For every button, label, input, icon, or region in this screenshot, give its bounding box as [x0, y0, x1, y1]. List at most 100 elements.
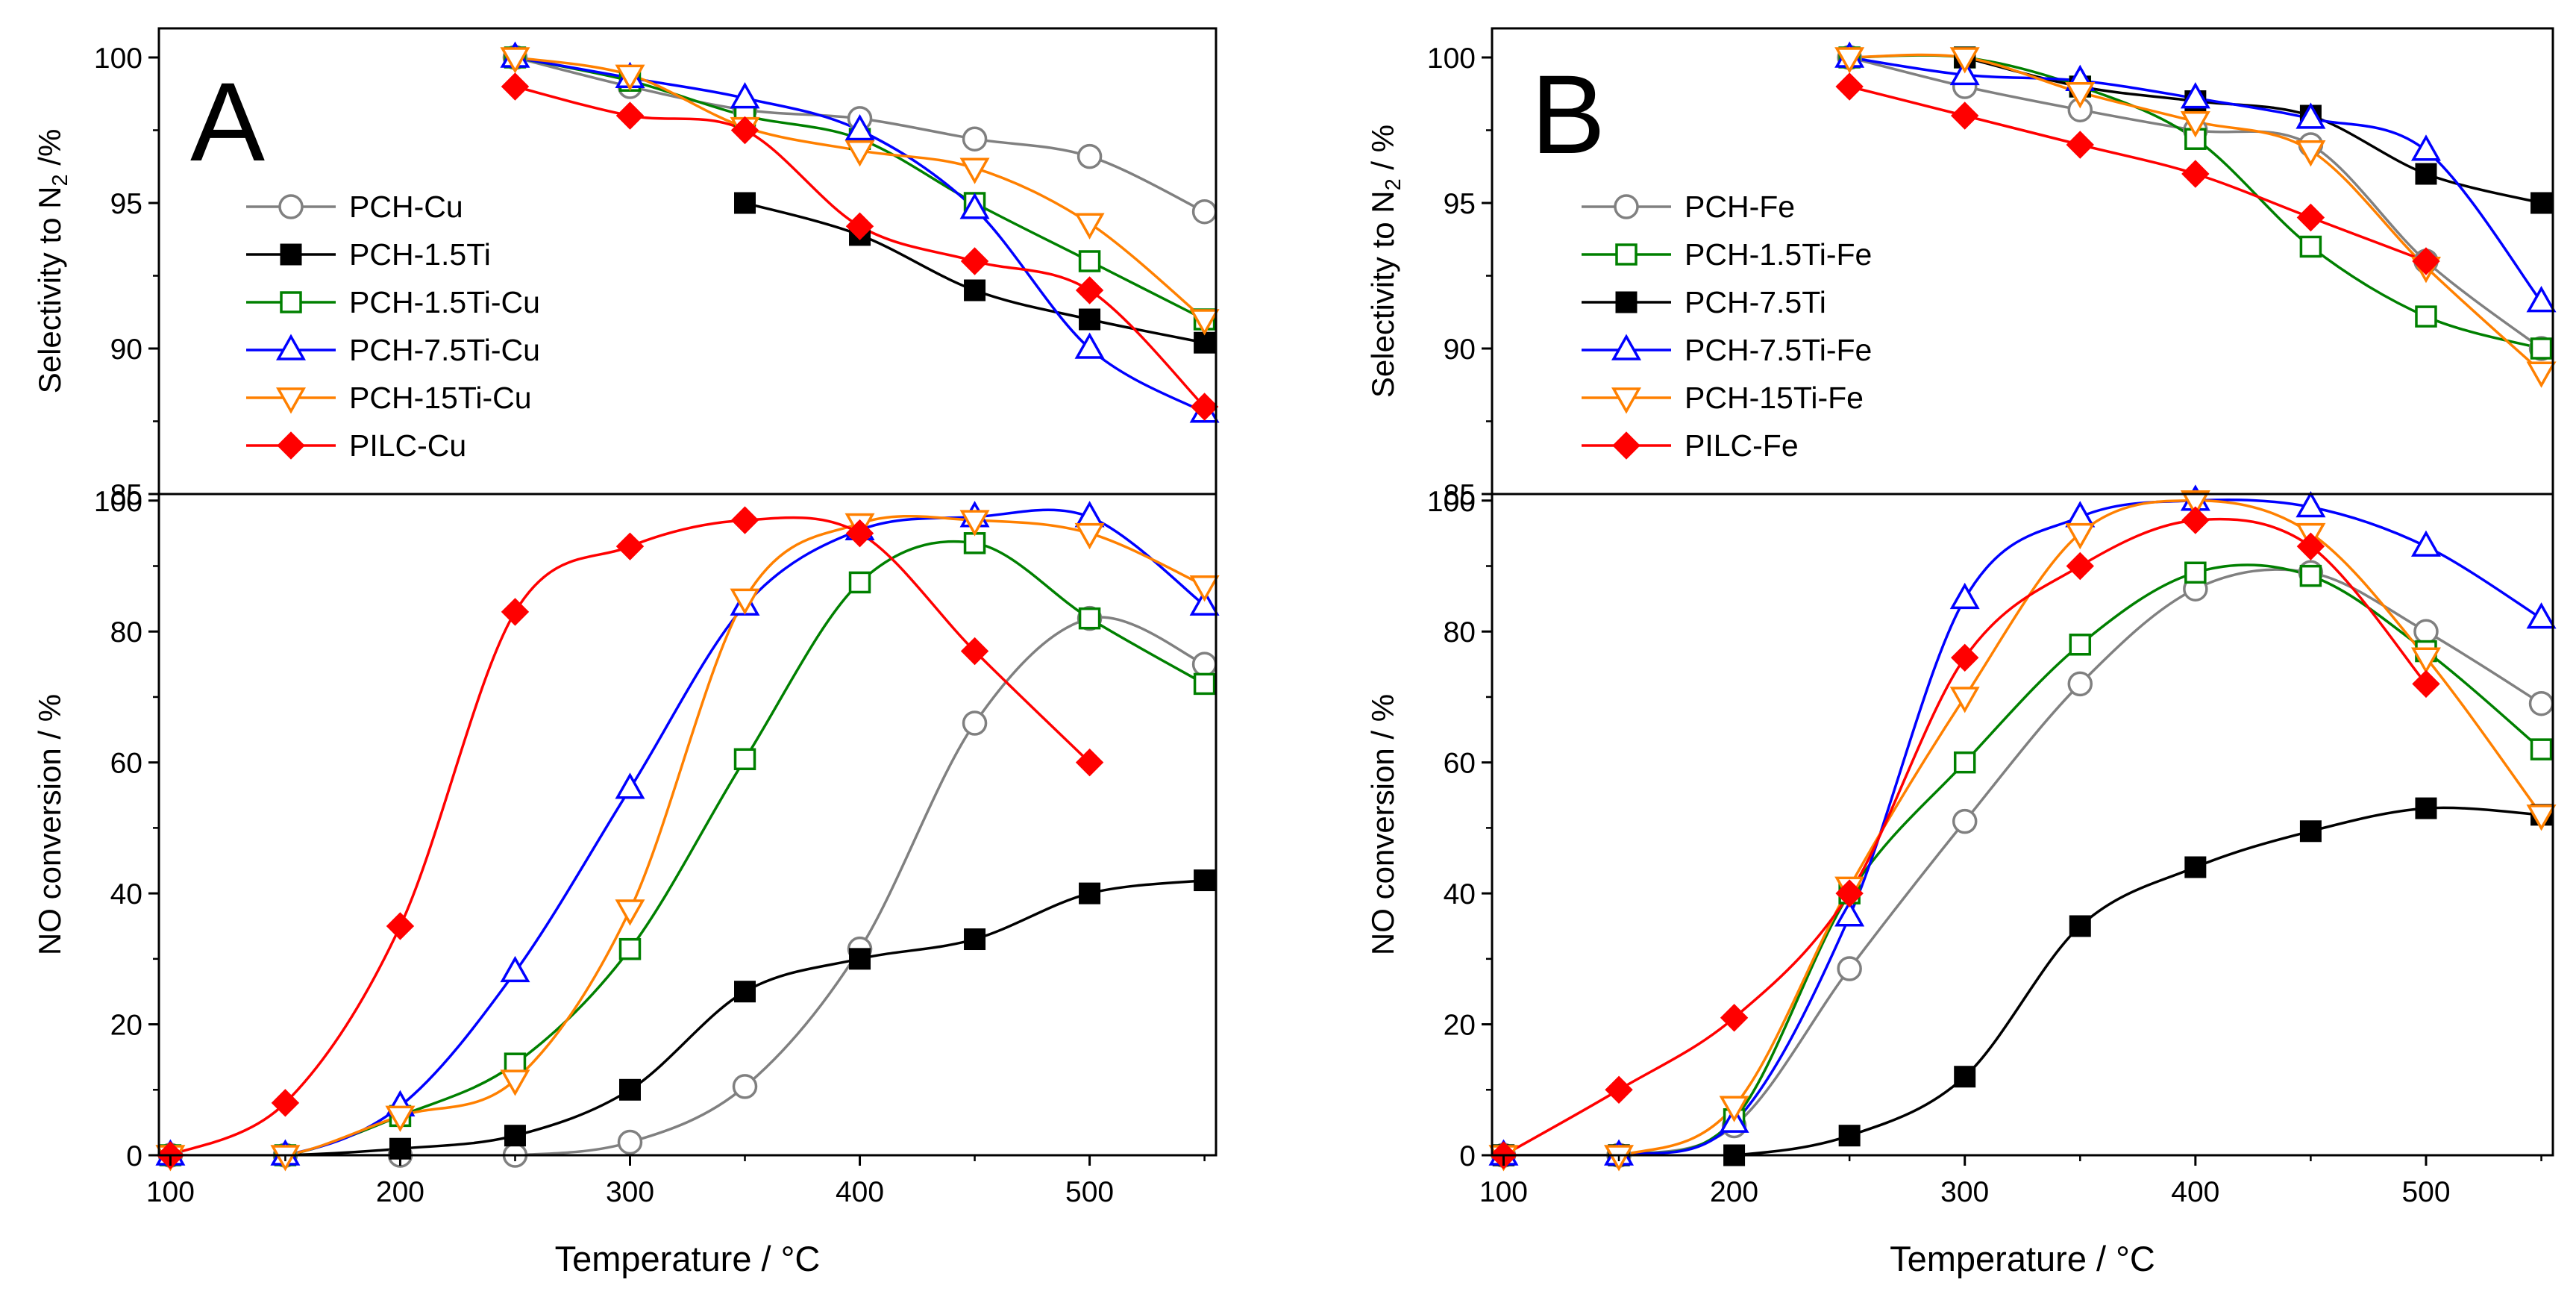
data-point [2299, 564, 2322, 587]
data-point [1191, 652, 1218, 677]
axis-label-text: Selectivity to N [1365, 190, 1400, 398]
conversion-axis-label: NO conversion / % [32, 694, 67, 955]
series-markers-pch-1-5ti-cu [504, 46, 1216, 331]
data-point [2184, 856, 2207, 878]
y-tick-label: 85 [110, 479, 142, 511]
legend-entry-pch-7-5ti-cu: PCH-7.5Ti-Cu [246, 333, 540, 367]
series-line-pch-15ti-cu [515, 56, 1206, 321]
data-point [1193, 672, 1216, 696]
y-tick-label: 20 [1444, 1010, 1476, 1042]
data-point [2410, 530, 2441, 557]
series-line-pch-1-5ti [170, 878, 1205, 1155]
selectivity-axis-label: Selectivity to N2 / % [1365, 125, 1405, 398]
data-point [2181, 160, 2210, 188]
data-point [845, 212, 874, 240]
selectivity-plot: 85 90 95 100 Selectivity to N2 / % [1365, 41, 2557, 511]
x-tick-label: 200 [1710, 1176, 1758, 1208]
legend-entry-pilc-cu: PILC-Cu [246, 428, 466, 463]
y-tick-label: 95 [110, 188, 142, 220]
data-point [617, 1129, 643, 1155]
data-point [964, 279, 986, 301]
data-point [2415, 797, 2437, 819]
y-tick-label: 95 [1444, 188, 1476, 220]
conversion-plot: 0 20 40 60 80 100 NO conversion / % [1365, 484, 2557, 1172]
data-point [1190, 393, 1219, 421]
data-point [1837, 956, 1862, 981]
data-point [962, 126, 988, 151]
data-point [2415, 163, 2437, 185]
data-point [1191, 199, 1218, 225]
legend-marker [280, 291, 302, 313]
plot-frame [1491, 27, 2554, 1157]
data-point [1194, 869, 1216, 892]
data-point [2530, 192, 2553, 214]
data-point [2299, 235, 2322, 258]
data-point [2410, 647, 2441, 674]
data-point [2415, 305, 2437, 328]
x-tick-label: 300 [1940, 1176, 1989, 1208]
legend-label: PILC-Fe [1685, 428, 1799, 463]
data-point [730, 588, 760, 615]
data-point [1951, 101, 1979, 130]
data-point [386, 912, 415, 940]
series-line-pilc-fe [1502, 517, 2428, 1155]
data-point [732, 1074, 758, 1099]
data-point [1949, 687, 1980, 713]
series-line-pch-7-5ti-fe [1503, 499, 2542, 1155]
data-point [2526, 804, 2557, 831]
data-point [1719, 1096, 1749, 1122]
legend-label: PCH-1.5Ti [349, 237, 491, 272]
data-point [2180, 490, 2210, 517]
series-markers-pilc-cu [501, 72, 1219, 421]
data-point [500, 47, 530, 74]
data-point [615, 772, 645, 799]
series-line-pch-1-5ti-cu [515, 56, 1206, 321]
data-point [1079, 308, 1101, 331]
data-point [2180, 82, 2210, 109]
legend-entry-pch-7-5ti: PCH-7.5Ti [1582, 285, 1826, 319]
x-tick-label: 500 [1065, 1176, 1114, 1208]
y-tick-label: 60 [1444, 748, 1476, 780]
legend-entry-pch-15ti-fe: PCH-15Ti-Fe [1582, 381, 1864, 415]
series-markers-pch-15ti-cu [500, 47, 1220, 336]
series-markers-pilc-fe [1835, 72, 2440, 275]
data-point [1079, 882, 1101, 904]
data-point [271, 1089, 300, 1117]
data-point [1951, 643, 1979, 672]
data-point [2412, 247, 2440, 275]
series-markers-pch-7-5ti [1492, 797, 2553, 1166]
y-tick-label: 85 [1444, 479, 1476, 511]
series-line-pch-fe [1503, 568, 2542, 1155]
legend-label: PCH-7.5Ti-Cu [349, 333, 540, 367]
data-point [1954, 1066, 1976, 1088]
data-point [2069, 634, 2092, 656]
x-tick-label: 200 [376, 1176, 424, 1208]
y-tick-label: 100 [94, 43, 142, 75]
data-point [1189, 309, 1220, 336]
data-point [2295, 140, 2326, 167]
data-point [2526, 286, 2557, 313]
data-point [2181, 506, 2210, 534]
legend-label: PCH-Fe [1685, 190, 1795, 224]
data-point [2526, 602, 2557, 629]
data-point [501, 72, 530, 101]
data-point [733, 748, 756, 771]
data-point [2410, 134, 2441, 161]
series-markers-pilc-fe [1489, 506, 2440, 1169]
data-point [1189, 589, 1220, 616]
axis-label-unit: / % [1365, 125, 1400, 178]
data-point [2066, 552, 2094, 581]
data-point [1953, 751, 1976, 774]
legend: PCH-Fe PCH-1.5Ti-Fe PCH-7.5Ti PCH-7.5Ti-Fe P… [1582, 190, 1872, 463]
selectivity-plot: 85 90 95 100 Selectivity to N2 /% [32, 41, 1220, 511]
series-line-pch-1-5ti-cu [170, 540, 1206, 1155]
x-tick-label: 400 [836, 1176, 884, 1208]
legend-entry-pch-cu: PCH-Cu [246, 190, 463, 224]
x-tick-label: 100 [1479, 1176, 1528, 1208]
data-point [615, 899, 645, 926]
data-point [1835, 72, 1864, 101]
data-point [1949, 47, 1980, 74]
legend-entry-pch-15ti-cu: PCH-15Ti-Cu [246, 381, 532, 415]
legend-marker [275, 387, 307, 414]
series-line-pilc-fe [1849, 85, 2427, 263]
